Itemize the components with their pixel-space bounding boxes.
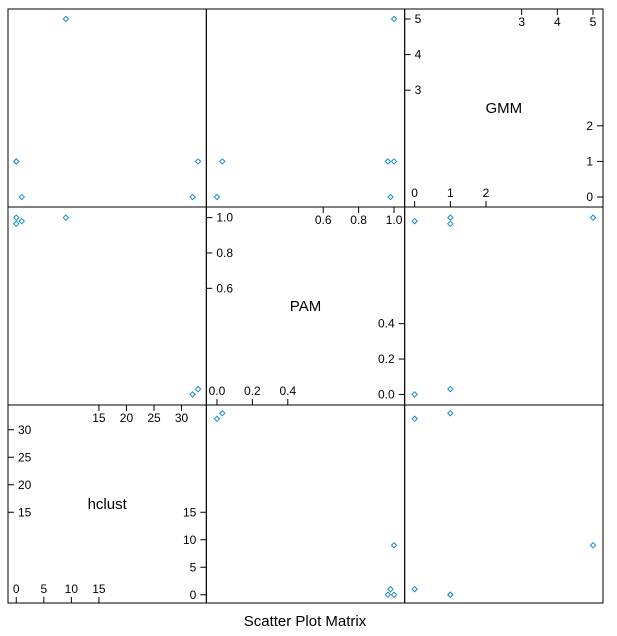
tick-label: 0 <box>13 582 20 596</box>
panel-frame <box>7 8 207 208</box>
tick-label: 0 <box>190 588 197 602</box>
scatter-point <box>390 591 398 599</box>
panel-frame <box>404 404 604 604</box>
tick-label: 4 <box>554 15 561 29</box>
tick-label: 20 <box>120 411 134 425</box>
tick-label: 15 <box>92 582 106 596</box>
scatter-point <box>62 214 70 221</box>
scatter-point <box>447 385 454 393</box>
scatter-point <box>411 217 418 225</box>
scatter-point <box>447 214 454 221</box>
scatter-point <box>384 591 392 599</box>
tick-label: 0.4 <box>378 317 395 331</box>
scatter-point <box>12 214 20 221</box>
tick-label: 10 <box>65 582 79 596</box>
scatter-point <box>189 391 196 398</box>
tick-label: 2 <box>586 119 593 133</box>
tick-label: 0.0 <box>209 384 226 398</box>
scatter-point <box>447 409 454 417</box>
tick-label: 2 <box>483 186 490 200</box>
tick-label: 30 <box>18 423 32 437</box>
scatter-point <box>12 220 20 228</box>
tick-label: 5 <box>590 15 597 29</box>
scatter-point <box>390 158 398 165</box>
tick-label: 20 <box>18 478 32 492</box>
tick-label: 25 <box>18 450 32 464</box>
scatter-point <box>62 15 70 23</box>
scatter-point <box>189 193 196 201</box>
tick-label: 0.4 <box>279 384 296 398</box>
tick-label: 0.6 <box>216 281 233 295</box>
scatter-point <box>218 409 226 417</box>
tick-label: 1 <box>586 154 593 168</box>
scatter-point <box>589 541 597 549</box>
tick-label: 3 <box>518 15 525 29</box>
panel-frame <box>205 404 406 604</box>
tick-label: 25 <box>147 411 161 425</box>
tick-label: 0.6 <box>315 213 332 227</box>
tick-label: 15 <box>92 411 106 425</box>
tick-label: 3 <box>415 83 422 97</box>
tick-label: 15 <box>18 505 32 519</box>
diagonal-variable-label: PAM <box>290 298 321 315</box>
scatter-point <box>387 585 394 593</box>
scatter-point <box>589 214 597 221</box>
panels-layer <box>7 8 604 604</box>
scatter-point <box>411 391 418 398</box>
diagonal-variable-label: hclust <box>88 496 128 513</box>
scatter-point <box>213 193 221 201</box>
tick-label: 1.0 <box>216 211 233 225</box>
scatter-point <box>447 591 454 599</box>
tick-label: 0.2 <box>244 384 261 398</box>
scatter-point <box>213 415 221 423</box>
scatter-point <box>390 541 398 549</box>
chart-title: Scatter Plot Matrix <box>244 613 367 630</box>
scatter-point <box>387 193 394 201</box>
tick-label: 5 <box>415 12 422 26</box>
tick-label: 5 <box>40 582 47 596</box>
scatter-point <box>411 415 418 423</box>
tick-label: 30 <box>175 411 189 425</box>
tick-label: 0.8 <box>350 213 367 227</box>
scatter-point <box>218 158 226 165</box>
tick-label: 4 <box>415 48 422 62</box>
scatter-point <box>12 158 20 165</box>
tick-label: 0 <box>586 190 593 204</box>
scatter-point <box>384 158 392 165</box>
tick-label: 5 <box>190 560 197 574</box>
scatter-point <box>18 193 26 201</box>
tick-label: 15 <box>183 505 197 519</box>
tick-label: 0 <box>411 186 418 200</box>
scatter-point <box>447 591 454 599</box>
scatter-point <box>12 158 20 165</box>
scatter-point <box>411 585 418 593</box>
scatter-point <box>18 217 26 225</box>
tick-label: 1.0 <box>386 213 403 227</box>
tick-label: 0.2 <box>378 352 395 366</box>
scatter-point <box>390 15 398 23</box>
points-layer <box>12 15 597 599</box>
scatter-point <box>447 220 454 228</box>
panel-frame <box>404 206 604 406</box>
scatter-point <box>194 158 202 165</box>
tick-label: 1 <box>447 186 454 200</box>
diagonal-variable-label: GMM <box>485 100 522 117</box>
tick-label: 0.8 <box>216 246 233 260</box>
tick-label: 0.0 <box>378 387 395 401</box>
scatter-point <box>194 385 202 393</box>
tick-label: 10 <box>183 533 197 547</box>
panel-frame <box>7 206 207 406</box>
panel-frame <box>205 8 406 208</box>
